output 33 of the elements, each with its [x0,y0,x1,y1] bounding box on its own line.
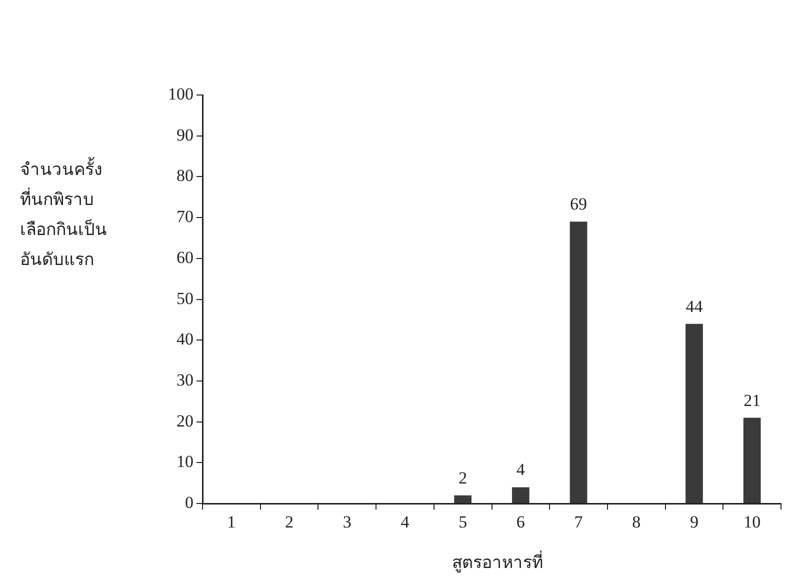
x-tick-label: 9 [690,512,698,532]
x-tick-label: 5 [458,512,468,532]
x-tick-label: 10 [744,512,761,532]
data-label: 21 [744,390,761,410]
x-tick-label: 8 [632,512,641,532]
data-label: 4 [516,460,526,480]
bar [512,487,530,504]
bar [454,495,472,504]
y-tick-label: 40 [176,330,194,349]
bar [686,324,703,504]
x-tick-label: 2 [285,512,294,532]
data-label: 44 [686,296,704,316]
y-tick-label: 10 [176,452,194,472]
y-tick-label: 100 [168,84,194,104]
x-tick-label: 3 [342,512,352,532]
y-tick-label: 20 [176,411,194,430]
y-axis-title: จำนวนครั้ง ที่นกพิราบ เลือกกินเป็น อันดับแรก [20,156,108,272]
bar [743,418,761,504]
y-tick-label: 50 [176,288,194,308]
data-label: 2 [458,468,468,488]
y-tick-label: 0 [185,493,194,512]
bar [570,222,588,504]
y-tick-label: 80 [176,166,194,186]
y-tick-label: 60 [176,248,194,267]
x-axis-title: สูตรอาหารที่ [451,550,544,575]
y-tick-label: 90 [176,125,194,144]
y-tick-label: 30 [176,370,194,390]
x-tick-label: 6 [516,512,525,532]
x-tick-label: 7 [574,512,584,532]
data-label: 69 [570,194,588,214]
x-tick-label: 4 [400,512,410,532]
x-tick-label: 1 [227,512,236,532]
y-tick-label: 70 [176,207,194,226]
